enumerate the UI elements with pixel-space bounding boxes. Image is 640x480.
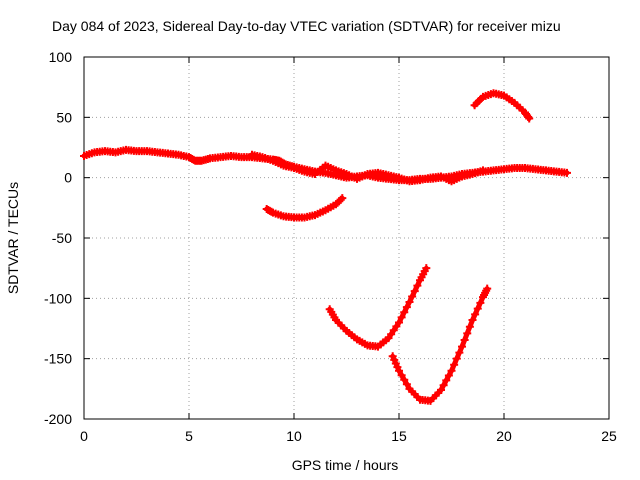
data-point bbox=[402, 303, 411, 312]
data-point bbox=[402, 380, 411, 389]
data-point bbox=[476, 298, 485, 307]
data-point bbox=[397, 313, 406, 322]
y-tick-label: 100 bbox=[49, 49, 73, 65]
data-point bbox=[463, 329, 472, 338]
y-tick-label: -50 bbox=[52, 230, 72, 246]
y-tick-label: -200 bbox=[44, 411, 72, 427]
data-point bbox=[444, 371, 453, 380]
data-point bbox=[563, 168, 571, 177]
data-point bbox=[422, 264, 431, 273]
y-axis-label: SDTVAR / TECUs bbox=[5, 182, 21, 294]
data-point bbox=[465, 322, 474, 331]
data-point bbox=[397, 371, 406, 380]
data-point bbox=[450, 360, 459, 369]
data-point bbox=[336, 195, 345, 204]
data-point bbox=[437, 386, 445, 395]
plot-frame bbox=[83, 56, 610, 420]
series-arc-1 bbox=[262, 194, 347, 222]
data-point bbox=[413, 281, 422, 290]
data-point bbox=[471, 310, 480, 319]
data-point bbox=[405, 297, 414, 306]
data-point bbox=[525, 114, 534, 123]
y-tick-label: -150 bbox=[44, 351, 72, 367]
y-tick-label: 50 bbox=[56, 109, 72, 125]
x-tick-label: 15 bbox=[391, 428, 407, 444]
data-point bbox=[410, 287, 419, 296]
data-point bbox=[400, 308, 409, 317]
data-point bbox=[479, 166, 487, 175]
data-point bbox=[473, 304, 482, 313]
x-tick-label: 0 bbox=[80, 428, 88, 444]
data-point bbox=[395, 318, 403, 327]
data-point bbox=[483, 284, 492, 293]
x-tick-label: 5 bbox=[185, 428, 193, 444]
data-point bbox=[408, 292, 417, 301]
data-point bbox=[395, 366, 403, 375]
data-point bbox=[460, 335, 469, 344]
x-tick-label: 25 bbox=[601, 428, 617, 444]
series-arc-3 bbox=[325, 264, 431, 351]
chart-title: Day 084 of 2023, Sidereal Day-to-day VTE… bbox=[52, 18, 561, 34]
data-point bbox=[447, 366, 456, 375]
grid bbox=[84, 57, 609, 419]
data-point bbox=[442, 376, 451, 385]
data-point bbox=[400, 375, 409, 384]
axis-ticks: 0 5 10 15 20 25 -200 -150 -100 -50 0 50 100 bbox=[44, 49, 617, 444]
data-point bbox=[468, 316, 477, 325]
x-axis-label: GPS time / hours bbox=[292, 457, 399, 473]
data-point bbox=[455, 348, 464, 357]
data-point bbox=[338, 194, 347, 203]
data-point bbox=[439, 381, 448, 390]
y-tick-label: -100 bbox=[44, 290, 72, 306]
x-tick-label: 10 bbox=[286, 428, 302, 444]
data-point bbox=[524, 113, 533, 122]
data-point bbox=[452, 354, 461, 363]
data-point bbox=[458, 342, 466, 351]
series-arc-4 bbox=[388, 284, 492, 405]
series-arc-2 bbox=[470, 89, 534, 123]
series-main-band-secondary bbox=[248, 150, 487, 186]
series-trace bbox=[327, 265, 429, 350]
data-series bbox=[80, 89, 571, 405]
x-tick-label: 20 bbox=[496, 428, 512, 444]
y-tick-label: 0 bbox=[64, 170, 72, 186]
